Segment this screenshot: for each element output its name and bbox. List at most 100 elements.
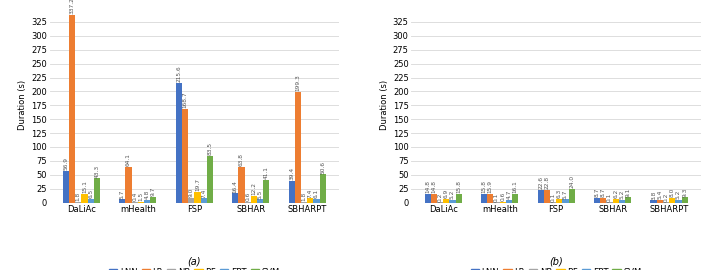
Text: 14.8: 14.8: [426, 180, 430, 193]
Text: 9.1: 9.1: [626, 187, 631, 197]
Text: 5.7: 5.7: [120, 189, 125, 198]
Bar: [150, 197, 156, 202]
Legend: kNN, LR, NB, RF, ERT, SVM: kNN, LR, NB, RF, ERT, SVM: [105, 264, 283, 270]
Bar: [239, 167, 244, 202]
Text: 50.6: 50.6: [320, 161, 325, 174]
Text: 22.6: 22.6: [538, 176, 543, 189]
Text: 0.2: 0.2: [438, 192, 442, 202]
Text: 15.1: 15.1: [82, 180, 87, 193]
Text: 0.1: 0.1: [607, 192, 612, 202]
Text: 14.8: 14.8: [431, 180, 436, 193]
Text: 337.2: 337.2: [69, 0, 74, 14]
Text: 0.2: 0.2: [663, 192, 668, 202]
Text: 6.5: 6.5: [88, 189, 93, 198]
Bar: [93, 178, 100, 202]
Text: 22.8: 22.8: [544, 176, 549, 189]
Text: 0.1: 0.1: [551, 192, 556, 202]
Bar: [512, 194, 518, 202]
Text: 168.7: 168.7: [183, 91, 188, 108]
Bar: [188, 197, 194, 202]
Bar: [537, 190, 544, 202]
Bar: [651, 200, 657, 202]
Bar: [675, 200, 682, 202]
Bar: [481, 194, 487, 202]
Text: 5.4: 5.4: [657, 189, 662, 199]
Text: (b): (b): [549, 257, 563, 267]
Text: 41.1: 41.1: [264, 166, 269, 179]
Text: 0.6: 0.6: [501, 192, 506, 201]
Text: 12.2: 12.2: [251, 182, 256, 195]
Bar: [144, 200, 150, 202]
Bar: [430, 194, 437, 202]
Text: 63.8: 63.8: [239, 153, 244, 166]
Text: 4.8: 4.8: [144, 190, 149, 199]
Bar: [257, 200, 263, 202]
Text: 64.1: 64.1: [126, 153, 131, 166]
Text: 0.6: 0.6: [245, 192, 250, 201]
Bar: [320, 174, 326, 202]
Text: 8.7: 8.7: [601, 187, 606, 197]
Bar: [682, 197, 687, 202]
Text: 16.4: 16.4: [233, 180, 238, 193]
Bar: [81, 194, 88, 202]
Bar: [75, 201, 81, 202]
Text: 6.3: 6.3: [556, 189, 561, 198]
Bar: [232, 193, 239, 202]
Bar: [506, 200, 512, 202]
Bar: [194, 191, 200, 202]
Text: 83.5: 83.5: [207, 142, 212, 155]
Text: 6.2: 6.2: [613, 189, 618, 198]
Text: 9.7: 9.7: [151, 187, 156, 196]
Bar: [176, 83, 182, 202]
Text: 5.7: 5.7: [563, 189, 568, 198]
Bar: [207, 156, 213, 202]
Text: 5.2: 5.2: [676, 189, 681, 199]
Text: 7.4: 7.4: [308, 188, 313, 198]
Text: 199.3: 199.3: [295, 74, 300, 91]
Bar: [450, 200, 456, 202]
Text: 8.7: 8.7: [595, 187, 600, 197]
Bar: [569, 189, 575, 202]
Bar: [600, 198, 607, 202]
Text: 0.1: 0.1: [494, 192, 499, 202]
Bar: [307, 198, 314, 202]
Text: 39.4: 39.4: [290, 167, 295, 180]
Bar: [125, 167, 132, 202]
Text: 1.8: 1.8: [76, 191, 81, 201]
Text: 6.9: 6.9: [444, 188, 449, 198]
Text: 1.5: 1.5: [139, 192, 144, 201]
Text: 4.7: 4.7: [506, 190, 511, 199]
Text: 8.0: 8.0: [670, 188, 675, 197]
Bar: [456, 194, 462, 202]
Bar: [425, 194, 430, 202]
Text: 56.9: 56.9: [63, 157, 69, 170]
Bar: [314, 199, 320, 202]
Text: 6.1: 6.1: [314, 189, 319, 198]
Bar: [200, 198, 207, 202]
Text: 0.4: 0.4: [132, 192, 137, 201]
Bar: [295, 92, 301, 202]
Text: 9.3: 9.3: [682, 187, 687, 197]
Bar: [88, 199, 93, 202]
Text: 3.8: 3.8: [651, 190, 656, 200]
Bar: [119, 199, 125, 202]
Text: (a): (a): [188, 257, 201, 267]
Text: 43.3: 43.3: [94, 164, 99, 178]
Text: 5.5: 5.5: [258, 189, 263, 199]
Bar: [619, 200, 625, 202]
Bar: [63, 171, 69, 202]
Y-axis label: Duration (s): Duration (s): [379, 80, 389, 130]
Text: 9.0: 9.0: [189, 187, 194, 197]
Bar: [625, 197, 632, 202]
Bar: [612, 199, 619, 202]
Text: 15.9: 15.9: [488, 180, 493, 193]
Text: 5.2: 5.2: [620, 189, 624, 199]
Bar: [251, 196, 257, 202]
Bar: [669, 198, 675, 202]
Text: 1.8: 1.8: [302, 191, 307, 201]
Text: 15.8: 15.8: [456, 180, 461, 193]
Bar: [562, 199, 569, 202]
Bar: [182, 109, 188, 202]
Text: 15.8: 15.8: [481, 180, 486, 193]
Bar: [301, 201, 307, 202]
